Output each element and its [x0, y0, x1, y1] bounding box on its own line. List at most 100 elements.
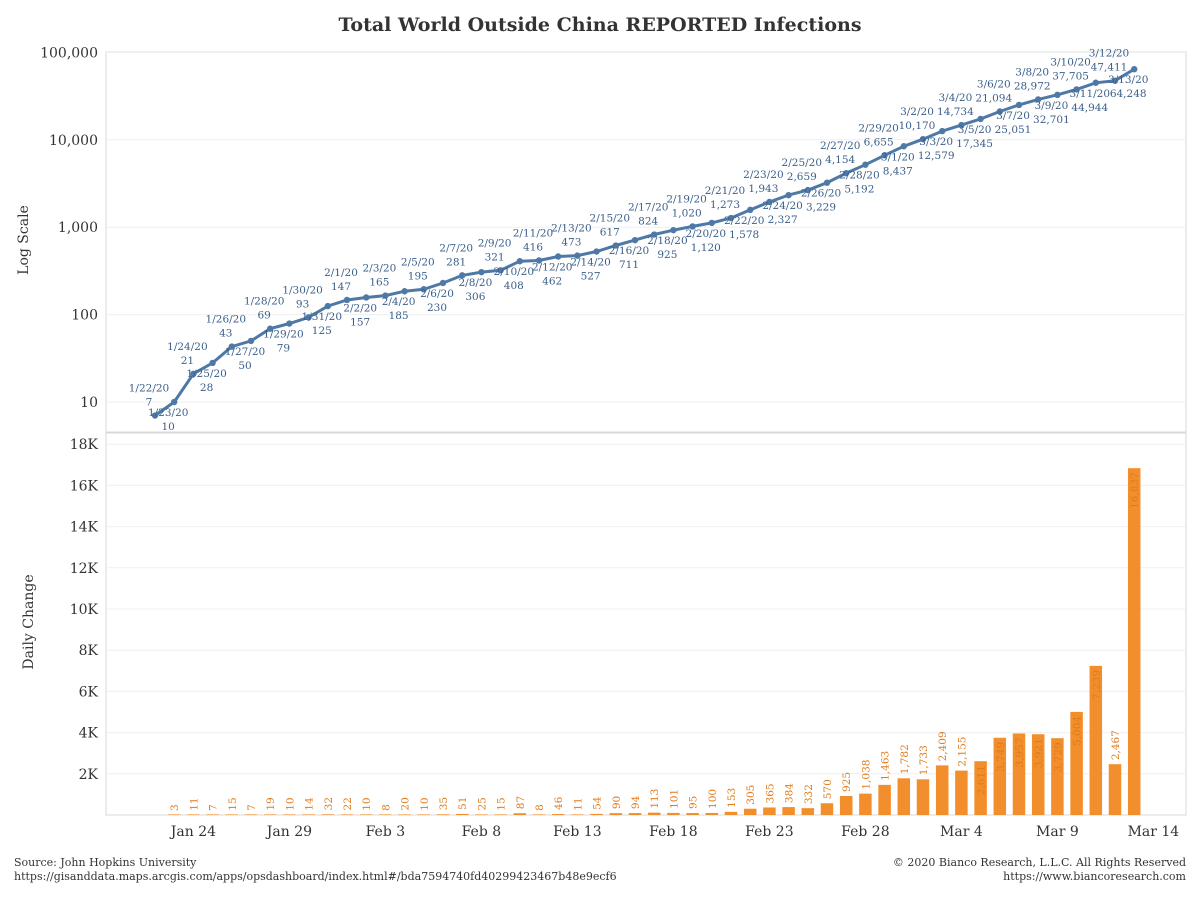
line-date-label: 2/27/20 — [820, 140, 860, 152]
line-label: 3/7/20 25,051 — [995, 110, 1032, 136]
line-value-label: 14,734 — [937, 106, 974, 118]
line-date-label: 1/26/20 — [206, 314, 246, 326]
bottom-ytick-label: 2K — [79, 767, 99, 783]
line-value-label: 64,248 — [1110, 88, 1147, 100]
line-label: 2/3/20 165 — [363, 263, 397, 289]
line-label: 2/8/20 306 — [459, 277, 493, 303]
daily-change-bar — [571, 814, 584, 815]
line-label: 2/15/20 617 — [590, 213, 630, 239]
daily-change-bar — [206, 814, 219, 815]
line-value-label: 37,705 — [1052, 70, 1089, 82]
line-value-label: 69 — [258, 310, 271, 322]
line-point — [286, 320, 293, 327]
bar-value-label: 32 — [323, 797, 335, 810]
line-value-label: 47,411 — [1091, 62, 1128, 74]
line-date-label: 3/9/20 — [1035, 100, 1069, 112]
bar-value-label: 10 — [419, 797, 431, 810]
line-date-label: 2/26/20 — [801, 188, 841, 200]
line-label: 2/4/20 185 — [382, 296, 416, 322]
line-value-label: 462 — [542, 276, 562, 288]
line-date-label: 3/10/20 — [1050, 56, 1090, 68]
bottom-ytick-label: 12K — [70, 561, 99, 577]
line-point — [478, 268, 485, 276]
bar-value-label: 22 — [342, 797, 354, 810]
top-ytick-label: 100,000 — [40, 45, 98, 61]
daily-change-bar — [647, 812, 661, 815]
daily-change-bar — [417, 814, 431, 815]
x-tick-label: Feb 23 — [745, 824, 793, 840]
line-date-label: 2/24/20 — [762, 200, 802, 212]
line-date-label: 2/23/20 — [743, 169, 783, 181]
line-value-label: 617 — [600, 227, 620, 239]
bar-value-label: 365 — [764, 783, 776, 803]
line-value-label: 43 — [219, 328, 232, 340]
daily-change-bar — [302, 814, 315, 815]
line-value-label: 50 — [238, 360, 251, 372]
line-value-label: 147 — [331, 281, 351, 293]
daily-change-bar — [667, 812, 680, 815]
line-label: 2/2/20 157 — [343, 302, 377, 328]
bottom-ytick-label: 4K — [79, 726, 99, 742]
line-label: 2/14/20 527 — [570, 257, 610, 283]
source-link[interactable]: https://gisanddata.maps.arcgis.com/apps/… — [14, 870, 617, 883]
line-date-label: 1/23/20 — [148, 407, 188, 419]
daily-change-bar — [475, 814, 488, 815]
line-value-label: 21,094 — [975, 92, 1012, 104]
line-label: 2/13/20 473 — [551, 223, 591, 249]
bar-value-label: 3,729 — [1052, 742, 1064, 772]
line-point — [881, 152, 888, 159]
line-date-label: 1/31/20 — [302, 311, 342, 323]
line-value-label: 321 — [485, 251, 505, 263]
daily-change-bar — [916, 779, 930, 815]
line-date-label: 2/12/20 — [532, 262, 572, 274]
bar-value-label: 51 — [457, 797, 469, 810]
line-point — [1015, 101, 1023, 109]
line-point — [1035, 96, 1042, 103]
line-value-label: 925 — [657, 249, 677, 261]
line-date-label: 2/25/20 — [782, 157, 822, 169]
daily-change-bar — [1031, 734, 1045, 815]
bottom-ytick-label: 14K — [70, 520, 99, 536]
bar-value-label: 2,409 — [937, 731, 949, 761]
bottom-ytick-label: 6K — [79, 684, 99, 700]
line-label: 3/5/20 17,345 — [956, 124, 993, 150]
daily-change-bar — [283, 814, 296, 815]
bar-value-label: 153 — [726, 788, 738, 808]
bar-value-label: 46 — [553, 796, 565, 810]
line-point — [1111, 77, 1119, 84]
daily-change-bar — [993, 737, 1007, 815]
daily-change-bar — [187, 814, 200, 815]
daily-change-bar — [763, 807, 776, 815]
copyright-text: © 2020 Bianco Research, L.L.C. All Right… — [892, 856, 1186, 869]
line-value-label: 2,327 — [768, 214, 798, 226]
daily-change-bar — [935, 765, 949, 815]
line-value-label: 2,659 — [787, 171, 817, 183]
line-value-label: 10 — [162, 421, 175, 433]
line-label: 3/3/20 12,579 — [918, 136, 955, 162]
daily-change-bar — [686, 813, 699, 815]
line-date-label: 2/13/20 — [551, 223, 591, 235]
bar-value-label: 3 — [169, 804, 181, 811]
line-label: 2/21/20 1,273 — [705, 185, 745, 211]
line-value-label: 79 — [277, 343, 290, 355]
line-date-label: 2/8/20 — [459, 277, 493, 289]
site-link[interactable]: https://www.biancoresearch.com — [1003, 870, 1186, 883]
daily-change-bar — [955, 770, 968, 815]
line-date-label: 2/18/20 — [647, 235, 687, 247]
daily-change-bar — [551, 814, 565, 815]
line-label: 1/24/20 21 — [167, 341, 207, 367]
line-label: 3/2/20 10,170 — [899, 106, 936, 132]
line-point — [1073, 86, 1080, 93]
chart-title: Total World Outside China REPORTED Infec… — [338, 14, 862, 36]
daily-change-bar — [1127, 468, 1141, 815]
line-date-label: 2/19/20 — [666, 193, 706, 205]
daily-change-bar — [897, 778, 911, 815]
bottom-ylabel: Daily Change — [21, 574, 37, 669]
line-point — [651, 231, 658, 238]
daily-change-bar — [513, 813, 527, 815]
line-value-label: 185 — [389, 310, 409, 322]
x-tick-label: Mar 14 — [1128, 824, 1180, 840]
line-point — [823, 179, 831, 186]
line-label: 3/10/20 37,705 — [1050, 56, 1090, 82]
